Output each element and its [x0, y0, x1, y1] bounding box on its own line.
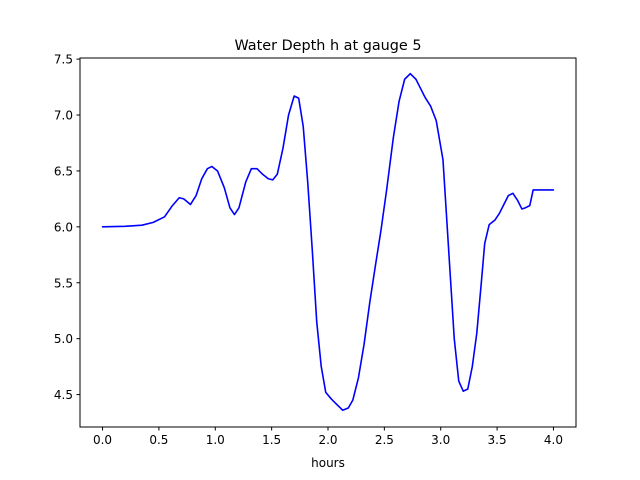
- y-tick-label: 5.5: [54, 276, 73, 290]
- x-tick-label: 1.0: [206, 433, 225, 447]
- x-tick-label: 0.0: [93, 433, 112, 447]
- data-series-line: [101, 72, 555, 412]
- y-tick-label: 7.5: [54, 53, 73, 67]
- plot-area: 0.0 0.5 1.0 1.5 2.0 2.5 3.0 3.5 4.0 4.5 5.0 5.5 6.0 6…: [54, 53, 563, 447]
- y-tick-label: 5.0: [54, 332, 73, 346]
- x-tick-label: 1.5: [262, 433, 281, 447]
- x-tick-label: 2.0: [318, 433, 337, 447]
- chart-title: Water Depth h at gauge 5: [234, 38, 421, 54]
- x-tick-label: 3.0: [431, 433, 450, 447]
- axes-frame: [79, 57, 577, 428]
- y-tick-label: 4.5: [54, 388, 73, 402]
- y-tick-label: 6.5: [54, 164, 73, 178]
- x-tick-label: 0.5: [149, 433, 168, 447]
- x-tick-label: 3.5: [488, 433, 507, 447]
- y-tick-label: 6.0: [54, 220, 73, 234]
- x-axis-label: hours: [311, 456, 345, 470]
- x-tick-label: 4.0: [544, 433, 563, 447]
- y-tick-label: 7.0: [54, 109, 73, 123]
- x-tick-label: 2.5: [375, 433, 394, 447]
